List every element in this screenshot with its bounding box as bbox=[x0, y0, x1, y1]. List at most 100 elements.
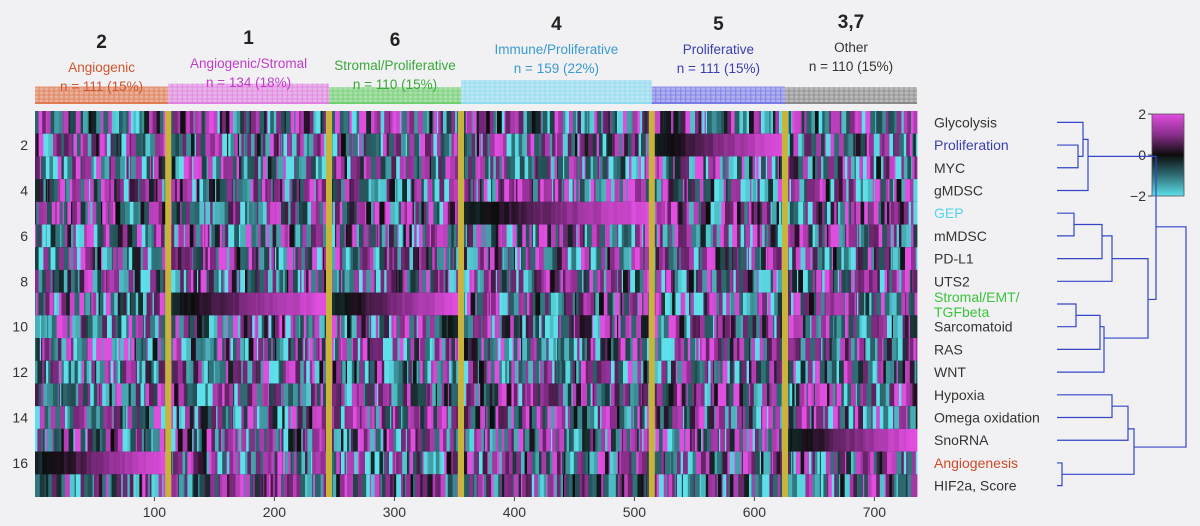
heatmap-cell bbox=[313, 315, 315, 339]
heatmap-cell bbox=[621, 428, 624, 452]
heatmap-cell bbox=[407, 451, 409, 475]
heatmap-cell bbox=[498, 338, 501, 361]
heatmap-cell bbox=[473, 360, 479, 384]
heatmap-cell bbox=[497, 451, 500, 475]
heatmap-cell bbox=[379, 474, 381, 497]
heatmap-cell bbox=[483, 269, 489, 293]
heatmap-cell bbox=[427, 179, 429, 202]
heatmap-cell bbox=[776, 451, 781, 475]
heatmap-cell bbox=[836, 451, 839, 475]
heatmap-cell bbox=[107, 269, 110, 293]
heatmap-cell bbox=[171, 360, 174, 384]
heatmap-cell bbox=[567, 406, 571, 429]
heatmap-cell bbox=[553, 156, 555, 180]
heatmap-cell bbox=[204, 474, 206, 497]
heatmap-cell bbox=[541, 269, 545, 293]
heatmap-cell bbox=[371, 451, 375, 475]
heatmap-cell bbox=[560, 451, 563, 475]
heatmap-cell bbox=[758, 269, 762, 293]
heatmap-cell bbox=[551, 406, 555, 429]
heatmap-cell bbox=[56, 428, 60, 452]
heatmap-cell bbox=[913, 224, 918, 248]
heatmap-cell bbox=[553, 338, 557, 361]
heatmap-cell bbox=[96, 338, 102, 361]
heatmap-cell bbox=[108, 474, 111, 497]
heatmap-cell bbox=[843, 133, 848, 157]
heatmap-cell bbox=[683, 224, 687, 248]
heatmap-cell bbox=[350, 179, 355, 202]
heatmap-cell bbox=[428, 247, 431, 270]
heatmap-cell bbox=[491, 224, 493, 248]
heatmap-cell bbox=[656, 269, 662, 293]
heatmap-cell bbox=[260, 156, 264, 180]
heatmap-cell bbox=[903, 338, 907, 361]
heatmap-cell bbox=[234, 383, 239, 407]
heatmap-cell bbox=[157, 338, 159, 361]
heatmap-cell bbox=[245, 247, 249, 270]
heatmap-cell bbox=[181, 201, 187, 225]
heatmap-cell bbox=[631, 156, 637, 180]
heatmap-cell bbox=[290, 451, 293, 475]
heatmap-cell bbox=[498, 292, 500, 316]
heatmap-cell bbox=[179, 224, 185, 248]
heatmap-cell bbox=[631, 133, 636, 157]
heatmap-cell bbox=[61, 360, 65, 384]
heatmap-cell bbox=[426, 224, 431, 248]
heatmap-cell bbox=[767, 224, 769, 248]
heatmap-cell bbox=[854, 156, 857, 180]
heatmap-cell bbox=[344, 451, 347, 475]
heatmap-cell bbox=[491, 269, 497, 293]
heatmap-cell bbox=[127, 428, 131, 452]
heatmap-cell bbox=[121, 474, 123, 497]
heatmap-cell bbox=[513, 179, 517, 202]
heatmap-cell bbox=[900, 338, 903, 361]
heatmap-cell bbox=[371, 111, 375, 134]
heatmap-cell bbox=[873, 133, 878, 157]
heatmap-cell bbox=[361, 474, 367, 497]
heatmap-cell bbox=[120, 201, 126, 225]
heatmap-cell bbox=[80, 201, 86, 225]
heatmap-cell bbox=[563, 179, 565, 202]
heatmap-cell bbox=[241, 360, 243, 384]
heatmap-cell bbox=[398, 269, 401, 293]
heatmap-cell bbox=[837, 201, 841, 225]
heatmap-cell bbox=[158, 315, 162, 339]
heatmap-cell bbox=[896, 360, 899, 384]
heatmap-cell bbox=[608, 201, 614, 225]
heatmap-cell bbox=[584, 269, 587, 293]
heatmap-cell bbox=[734, 428, 740, 452]
heatmap-cell bbox=[398, 406, 402, 429]
heatmap-cell bbox=[593, 315, 599, 339]
heatmap-cell bbox=[194, 428, 198, 452]
heatmap-cell bbox=[266, 428, 270, 452]
heatmap-cell bbox=[547, 179, 553, 202]
heatmap-cell bbox=[217, 269, 219, 293]
heatmap-cell bbox=[704, 360, 708, 384]
heatmap-cell bbox=[293, 428, 296, 452]
heatmap-cell bbox=[86, 451, 90, 475]
heatmap-cell bbox=[228, 133, 231, 157]
heatmap-cell bbox=[768, 428, 773, 452]
heatmap-cell bbox=[69, 315, 73, 339]
heatmap-cell bbox=[487, 247, 489, 270]
heatmap-cell bbox=[578, 292, 584, 316]
heatmap-cell bbox=[80, 133, 84, 157]
heatmap-cell bbox=[840, 201, 846, 225]
heatmap-cell bbox=[251, 156, 255, 180]
heatmap-cell bbox=[282, 179, 284, 202]
heatmap-cell bbox=[162, 247, 167, 270]
heatmap-cell bbox=[360, 111, 363, 134]
heatmap-cell bbox=[597, 269, 601, 293]
heatmap-cell bbox=[861, 315, 867, 339]
heatmap-cell bbox=[150, 133, 156, 157]
heatmap-cell bbox=[813, 292, 817, 316]
heatmap-cell bbox=[506, 383, 512, 407]
heatmap-cell bbox=[600, 338, 602, 361]
heatmap-cell bbox=[635, 269, 641, 293]
heatmap-cell bbox=[331, 111, 336, 134]
heatmap-cell bbox=[264, 247, 270, 270]
heatmap-cell bbox=[486, 360, 488, 384]
heatmap-cell bbox=[255, 292, 259, 316]
heatmap-cell bbox=[147, 406, 150, 429]
heatmap-cell bbox=[788, 111, 792, 134]
